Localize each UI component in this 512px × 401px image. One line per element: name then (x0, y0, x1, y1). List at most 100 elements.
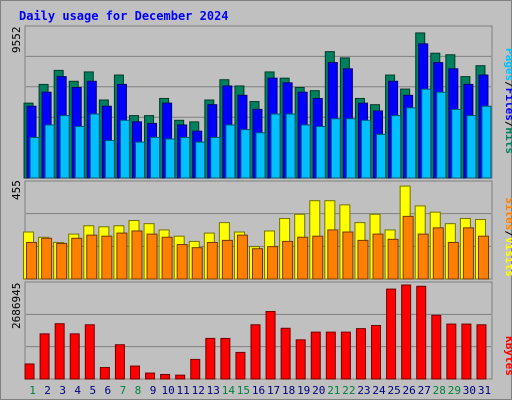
bot-bar-kbytes-day-20 (310, 331, 321, 380)
day-label-23: 23 (357, 384, 370, 397)
mid-bar-sites-day-28 (432, 227, 444, 280)
day-label-11: 11 (177, 384, 190, 397)
day-label-28: 28 (433, 384, 446, 397)
day-label-30: 30 (463, 384, 476, 397)
top-bar-pages-day-24 (376, 133, 387, 179)
mid-bar-sites-day-12 (191, 247, 203, 280)
mid-bar-sites-day-18 (282, 240, 294, 280)
hits-files-pages-panel: 9552 Pages/Files/Hits (10, 25, 512, 179)
mid-bar-sites-day-4 (71, 237, 83, 280)
mid-bar-sites-day-22 (342, 231, 354, 280)
mid-bar-sites-day-5 (86, 234, 98, 280)
bot-bar-kbytes-day-14 (220, 337, 231, 380)
day-label-3: 3 (59, 384, 66, 397)
top-bar-pages-day-27 (421, 88, 432, 179)
top-bar-pages-day-3 (59, 115, 70, 179)
bot-legend: KBytes (503, 336, 512, 376)
bot-bar-kbytes-day-21 (325, 331, 336, 380)
bot-bar-kbytes-day-16 (250, 324, 261, 380)
bot-bar-kbytes-day-10 (160, 373, 171, 380)
day-label-4: 4 (74, 384, 81, 397)
mid-bar-sites-day-25 (387, 238, 399, 280)
top-bar-pages-day-15 (240, 129, 251, 179)
top-bar-pages-day-12 (195, 141, 206, 179)
legend-files: Files (503, 88, 512, 121)
day-label-13: 13 (207, 384, 220, 397)
mid-legend: Sites/Visits (503, 197, 512, 277)
top-bar-pages-day-22 (345, 118, 356, 179)
top-bar-pages-day-2 (44, 124, 55, 179)
top-bar-pages-day-19 (300, 124, 311, 179)
mid-bar-sites-day-24 (372, 233, 384, 280)
top-bar-pages-day-13 (210, 136, 221, 179)
day-label-24: 24 (372, 384, 386, 397)
day-label-31: 31 (478, 384, 491, 397)
bot-bar-kbytes-day-12 (190, 358, 201, 380)
top-bar-pages-day-7 (119, 119, 130, 179)
mid-bar-sites-day-1 (26, 241, 38, 280)
top-max-label: 9552 (10, 27, 23, 54)
legend-sep-1: / (503, 81, 512, 88)
top-bar-pages-day-9 (150, 136, 161, 179)
bot-bar-kbytes-day-17 (265, 310, 276, 380)
legend-sep-2: / (503, 121, 512, 128)
mid-bar-sites-day-19 (297, 236, 309, 280)
top-bar-pages-day-1 (29, 136, 40, 179)
bot-bar-kbytes-day-9 (145, 372, 156, 380)
legend-hits: Hits (503, 128, 512, 155)
top-bar-pages-day-14 (225, 124, 236, 179)
mid-bar-sites-day-27 (417, 233, 429, 280)
mid-bar-sites-day-16 (252, 248, 263, 280)
mid-bar-sites-day-26 (402, 215, 414, 280)
top-bar-pages-day-6 (104, 140, 115, 179)
day-label-20: 20 (312, 384, 325, 397)
top-bar-pages-day-10 (165, 138, 176, 179)
mid-bar-sites-day-11 (176, 244, 188, 280)
bot-bar-kbytes-day-30 (461, 323, 472, 380)
chart-title: Daily usage for December 2024 (19, 9, 229, 23)
mid-bar-sites-day-20 (312, 235, 324, 280)
mid-bar-sites-day-6 (101, 235, 113, 280)
kbytes-panel: 2686945 KBytes (10, 281, 512, 380)
day-label-9: 9 (150, 384, 157, 397)
bot-bar-kbytes-day-29 (446, 323, 457, 380)
legend-pages: Pages (503, 48, 512, 81)
bot-bar-kbytes-day-11 (175, 374, 186, 380)
top-bar-pages-day-21 (330, 118, 341, 179)
day-label-10: 10 (161, 384, 174, 397)
day-label-2: 2 (44, 384, 51, 397)
bot-bar-kbytes-day-19 (295, 339, 306, 380)
legend-sep-3: / (503, 230, 512, 237)
day-axis-labels: 1 2 3 4 5 6 7 8 9 10 11 12 13 14 15 16 17 18 19 20 21 22 23 24 2… (29, 384, 491, 397)
bot-bar-kbytes-day-6 (99, 366, 110, 380)
bot-bar-kbytes-day-31 (476, 324, 487, 380)
bot-bar-kbytes-day-4 (69, 333, 80, 380)
mid-max-label: 455 (10, 180, 23, 200)
day-label-29: 29 (448, 384, 461, 397)
day-label-26: 26 (403, 384, 416, 397)
visits-sites-panel: 455 Sites/Visits (10, 180, 512, 280)
top-bar-pages-day-28 (436, 91, 447, 179)
top-bar-pages-day-4 (74, 126, 85, 179)
day-label-22: 22 (342, 384, 355, 397)
top-bar-pages-day-26 (406, 107, 417, 179)
mid-bar-sites-day-9 (146, 233, 158, 280)
top-bar-pages-day-30 (466, 115, 477, 179)
top-legend: Pages/Files/Hits (503, 48, 512, 154)
top-bar-pages-day-20 (315, 126, 326, 179)
top-bar-pages-day-18 (285, 113, 296, 179)
bot-bar-kbytes-day-26 (401, 284, 412, 380)
mid-bar-sites-day-15 (236, 234, 248, 280)
mid-bar-sites-day-13 (206, 241, 218, 280)
day-label-15: 15 (237, 384, 250, 397)
top-bar-pages-day-16 (255, 132, 266, 179)
bot-bar-kbytes-day-22 (340, 331, 351, 380)
top-bar-pages-day-25 (391, 115, 402, 179)
bot-bar-kbytes-day-23 (355, 328, 366, 380)
day-label-8: 8 (135, 384, 142, 397)
mid-bar-sites-day-30 (462, 227, 474, 280)
day-label-18: 18 (282, 384, 295, 397)
bot-max-label: 2686945 (10, 283, 23, 329)
bot-bar-kbytes-day-8 (129, 365, 140, 380)
